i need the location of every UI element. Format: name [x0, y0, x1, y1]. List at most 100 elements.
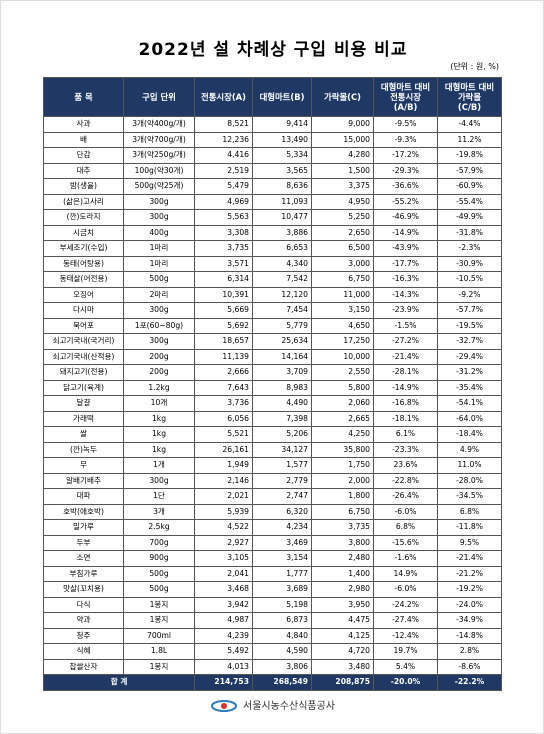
cell: -55.4% — [437, 193, 502, 210]
logo — [211, 700, 237, 712]
cell: 배 — [43, 131, 124, 148]
cell: 2마리 — [123, 286, 195, 303]
cell: 1,949 — [194, 457, 253, 474]
cell: 1,500 — [311, 162, 374, 179]
cell: 23.6% — [373, 457, 438, 474]
cell: -49.9% — [437, 209, 502, 226]
cell: 5,250 — [311, 209, 374, 226]
cell: 5,563 — [194, 209, 253, 226]
cell: -21.2% — [437, 565, 502, 582]
cell: -14.9% — [373, 224, 438, 241]
cell: 2,519 — [194, 162, 253, 179]
cell: -19.8% — [437, 147, 502, 164]
unit: (단위 : 원, %) — [450, 62, 499, 71]
cell: 4.9% — [437, 441, 502, 458]
cell: 3,709 — [252, 364, 312, 381]
cell: 5,800 — [311, 379, 374, 396]
cell: -23.9% — [373, 302, 438, 319]
cell: 1단 — [123, 488, 195, 505]
cell: 2.8% — [437, 643, 502, 660]
cell: -28.0% — [437, 472, 502, 489]
row: 오징어 2마리 10,391 12,120 11,000 -14.3% -9.2% — [43, 286, 502, 303]
cell: 1,750 — [311, 457, 374, 474]
cell: -19.5% — [437, 317, 502, 334]
cell: 밀가루 — [43, 519, 124, 536]
row: 부침가루 500g 2,041 1,777 1,400 14.9% -21.2% — [43, 565, 502, 582]
row: 북어포 1포(60~80g) 5,692 5,779 4,650 -1.5% -19.5% — [43, 317, 502, 334]
cell: 1kg — [123, 441, 195, 458]
cell: 3,480 — [311, 658, 374, 675]
table-body: 사과 3개(약400g/개) 8,521 9,414 9,000 -9.5% -4.4% 배 3… — [43, 116, 502, 691]
cell: -54.1% — [437, 395, 502, 412]
cell: 2,747 — [252, 488, 312, 505]
row: 식혜 1.8L 5,492 4,590 4,720 19.7% 2.8% — [43, 643, 502, 660]
cell: -60.9% — [437, 178, 502, 195]
cell: -11.8% — [437, 519, 502, 536]
cell: -6.0% — [373, 581, 438, 598]
cell: 18,657 — [194, 333, 253, 350]
cell: -14.9% — [373, 379, 438, 396]
cell: 무 — [43, 457, 124, 474]
cell: 4,013 — [194, 658, 253, 675]
row: 달걀 10개 3,736 4,490 2,060 -16.8% -54.1% — [43, 395, 502, 412]
cell: -19.2% — [437, 581, 502, 598]
cell: 가래떡 — [43, 410, 124, 427]
cell: 4,239 — [194, 627, 253, 644]
cell: 5,692 — [194, 317, 253, 334]
total-cell: 208,875 — [311, 674, 374, 691]
cell: 단감 — [43, 147, 124, 164]
cell: 4,590 — [252, 643, 312, 660]
cell: 17,250 — [311, 333, 374, 350]
cell: 청주 — [43, 627, 124, 644]
cell: 5,334 — [252, 147, 312, 164]
header-cell: 가락몰(C) — [311, 77, 374, 117]
cell: 2,666 — [194, 364, 253, 381]
cell: 6,750 — [311, 503, 374, 520]
cell: 26,161 — [194, 441, 253, 458]
cell: 3,154 — [252, 550, 312, 567]
cell: 7,542 — [252, 271, 312, 288]
row: 가래떡 1kg 6,056 7,398 2,665 -18.1% -64.0% — [43, 410, 502, 427]
row: 밤(생율) 500g(약25개) 5,479 8,636 3,375 -36.6% -60.… — [43, 178, 502, 195]
cell: 11,093 — [252, 193, 312, 210]
cell: 3,000 — [311, 255, 374, 272]
row: 쇠고기국내(산적용) 200g 11,139 14,164 10,000 -21.4% -2… — [43, 348, 502, 365]
cell: 2,779 — [252, 472, 312, 489]
cell: 25,634 — [252, 333, 312, 350]
row: 사과 3개(약400g/개) 8,521 9,414 9,000 -9.5% -4.4% — [43, 116, 502, 133]
cell: (깐)녹두 — [43, 441, 124, 458]
cell: 5,669 — [194, 302, 253, 319]
cell: 6.1% — [373, 426, 438, 443]
cell: -27.2% — [373, 333, 438, 350]
row: 쇠고기국내(국거리) 300g 18,657 25,634 17,250 -27.2% -3… — [43, 333, 502, 350]
cell: 3,150 — [311, 302, 374, 319]
row: 단감 3개(약250g/개) 4,416 5,334 4,280 -17.2% -19.8% — [43, 147, 502, 164]
cell: 3,565 — [252, 162, 312, 179]
cell: -43.9% — [373, 240, 438, 257]
cell: 10개 — [123, 395, 195, 412]
cell: -36.6% — [373, 178, 438, 195]
cell: -6.0% — [373, 503, 438, 520]
total-cell: -22.2% — [437, 674, 502, 691]
cell: 7,398 — [252, 410, 312, 427]
cell: -1.6% — [373, 550, 438, 567]
cell: 900g — [123, 550, 195, 567]
cell: 1봉지 — [123, 612, 195, 629]
cell: 부침가루 — [43, 565, 124, 582]
row: 돼지고기(전용) 200g 2,666 3,709 2,550 -28.1% -31.2% — [43, 364, 502, 381]
cell: 1봉지 — [123, 658, 195, 675]
cell: 4,490 — [252, 395, 312, 412]
cell: -31.8% — [437, 224, 502, 241]
cell: 맛살(꼬치용) — [43, 581, 124, 598]
cell: 300g — [123, 333, 195, 350]
cell: 3,800 — [311, 534, 374, 551]
cell: 2,665 — [311, 410, 374, 427]
cell: 2,927 — [194, 534, 253, 551]
cell: 3,735 — [311, 519, 374, 536]
row: 찹쌀산자 1봉지 4,013 3,806 3,480 5.4% -8.6% — [43, 658, 502, 675]
cell: 4,650 — [311, 317, 374, 334]
total-cell: 268,549 — [252, 674, 312, 691]
cell: 4,250 — [311, 426, 374, 443]
cell: (깐)도라지 — [43, 209, 124, 226]
cell: 6,056 — [194, 410, 253, 427]
